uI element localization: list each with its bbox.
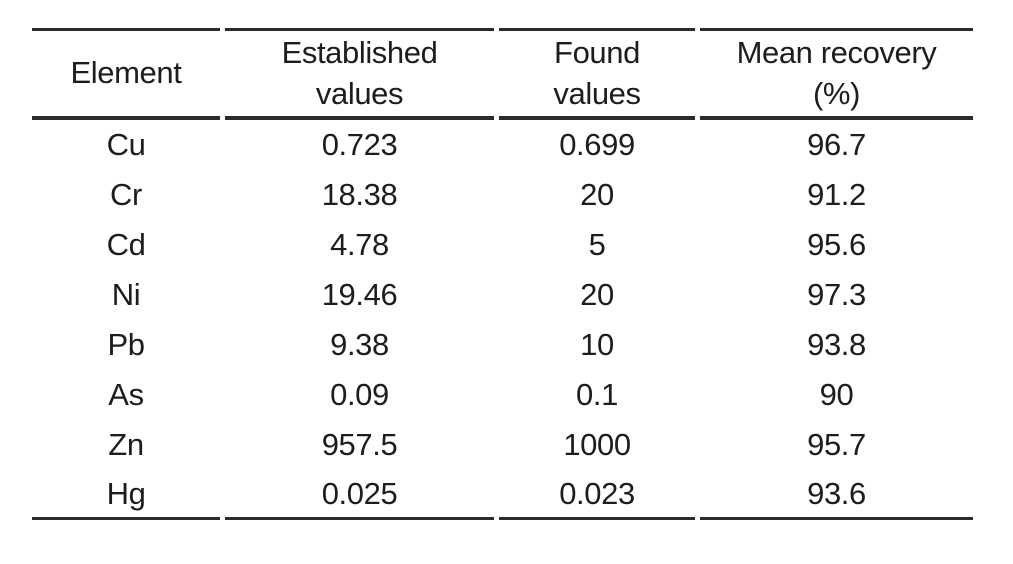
cell-found: 20 [580, 277, 614, 312]
cell-found: 0.699 [559, 127, 635, 162]
table-row: As 0.09 0.1 90 [32, 370, 973, 420]
table-row: Ni 19.46 20 97.3 [32, 270, 973, 320]
cell-found: 0.023 [499, 470, 695, 520]
cell-found: 20 [580, 177, 614, 212]
cell-established: 19.46 [321, 277, 398, 312]
cell-recovery: 91.2 [807, 177, 866, 212]
cell-element: Hg [32, 470, 220, 520]
cell-established: 0.025 [225, 470, 494, 520]
column-header-recovery: Mean recovery (%) [700, 28, 973, 120]
cell-established: 18.38 [321, 177, 398, 212]
cell-element: Pb [107, 327, 145, 362]
cell-element: Ni [111, 277, 141, 312]
cell-recovery: 97.3 [807, 277, 866, 312]
cell-element: Cr [110, 177, 142, 212]
cell-element: Zn [108, 427, 144, 462]
cell-recovery: 93.6 [700, 470, 973, 520]
cell-recovery: 96.7 [807, 127, 866, 162]
cell-established: 9.38 [330, 327, 389, 362]
table-row: Cd 4.78 5 95.6 [32, 220, 973, 270]
cell-established: 0.723 [321, 127, 398, 162]
cell-found: 0.1 [576, 377, 618, 412]
table-row: Zn 957.5 1000 95.7 [32, 420, 973, 470]
column-header-established: Established values [225, 28, 494, 120]
cell-element: Cu [106, 127, 146, 162]
cell-element: Cd [106, 227, 146, 262]
cell-recovery: 95.7 [807, 427, 866, 462]
recovery-table: Element Established values Found values … [27, 28, 978, 520]
cell-established: 0.09 [330, 377, 389, 412]
cell-recovery: 93.8 [807, 327, 866, 362]
table-header-row: Element Established values Found values … [32, 28, 973, 120]
cell-found: 1000 [563, 427, 631, 462]
cell-element: As [108, 377, 144, 412]
column-header-element: Element [32, 28, 220, 120]
cell-found: 5 [588, 227, 606, 262]
table-row: Cu 0.723 0.699 96.7 [32, 120, 973, 170]
cell-recovery: 95.6 [807, 227, 866, 262]
table-row: Hg 0.025 0.023 93.6 [32, 470, 973, 520]
cell-found: 10 [580, 327, 614, 362]
table-row: Cr 18.38 20 91.2 [32, 170, 973, 220]
table-row: Pb 9.38 10 93.8 [32, 320, 973, 370]
cell-established: 957.5 [321, 427, 398, 462]
recovery-table-container: Element Established values Found values … [27, 28, 978, 520]
column-header-found: Found values [499, 28, 695, 120]
cell-established: 4.78 [330, 227, 389, 262]
cell-recovery: 90 [819, 377, 854, 412]
